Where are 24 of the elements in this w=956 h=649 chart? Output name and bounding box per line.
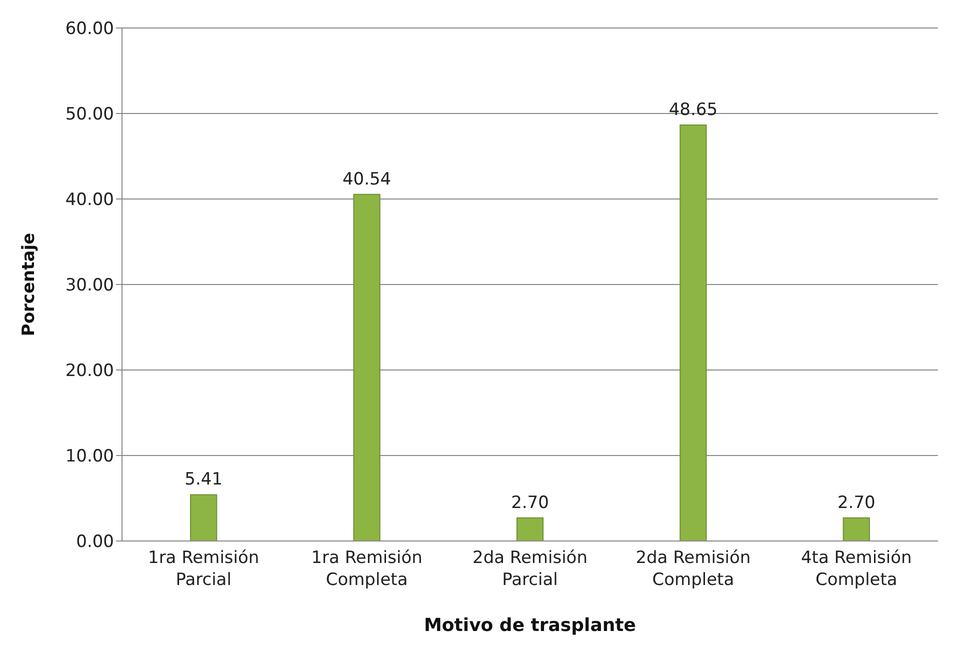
bar — [353, 194, 380, 541]
data-label: 40.54 — [342, 169, 392, 190]
x-tick-label: 2da Remisión Parcial — [472, 548, 588, 590]
y-tick-label: 60.00 — [65, 19, 114, 40]
bar — [516, 517, 544, 541]
x-axis-title: Motivo de trasplante — [424, 615, 636, 636]
x-tick-label: 1ra Remisión Parcial — [148, 548, 260, 590]
data-label: 2.70 — [511, 492, 549, 513]
data-label: 5.41 — [184, 470, 223, 490]
y-tick-label: 40.00 — [65, 190, 114, 210]
bar — [190, 494, 218, 541]
data-label: 2.70 — [837, 492, 876, 513]
y-tick-label: 50.00 — [65, 104, 114, 125]
x-tick-label: 1ra Remisión Completa — [311, 548, 422, 590]
bar — [680, 124, 707, 541]
y-tick-label: 20.00 — [65, 361, 114, 382]
x-tick-label: 2da Remisión Completa — [636, 548, 751, 590]
y-axis-title: Porcentaje — [19, 232, 40, 336]
data-label: 48.65 — [668, 100, 718, 120]
bar — [842, 517, 870, 541]
y-tick-label: 0.00 — [76, 532, 114, 552]
x-tick-label: 4ta Remisión Completa — [800, 548, 912, 590]
y-tick-label: 10.00 — [65, 446, 114, 467]
y-tick-label: 30.00 — [65, 276, 114, 296]
